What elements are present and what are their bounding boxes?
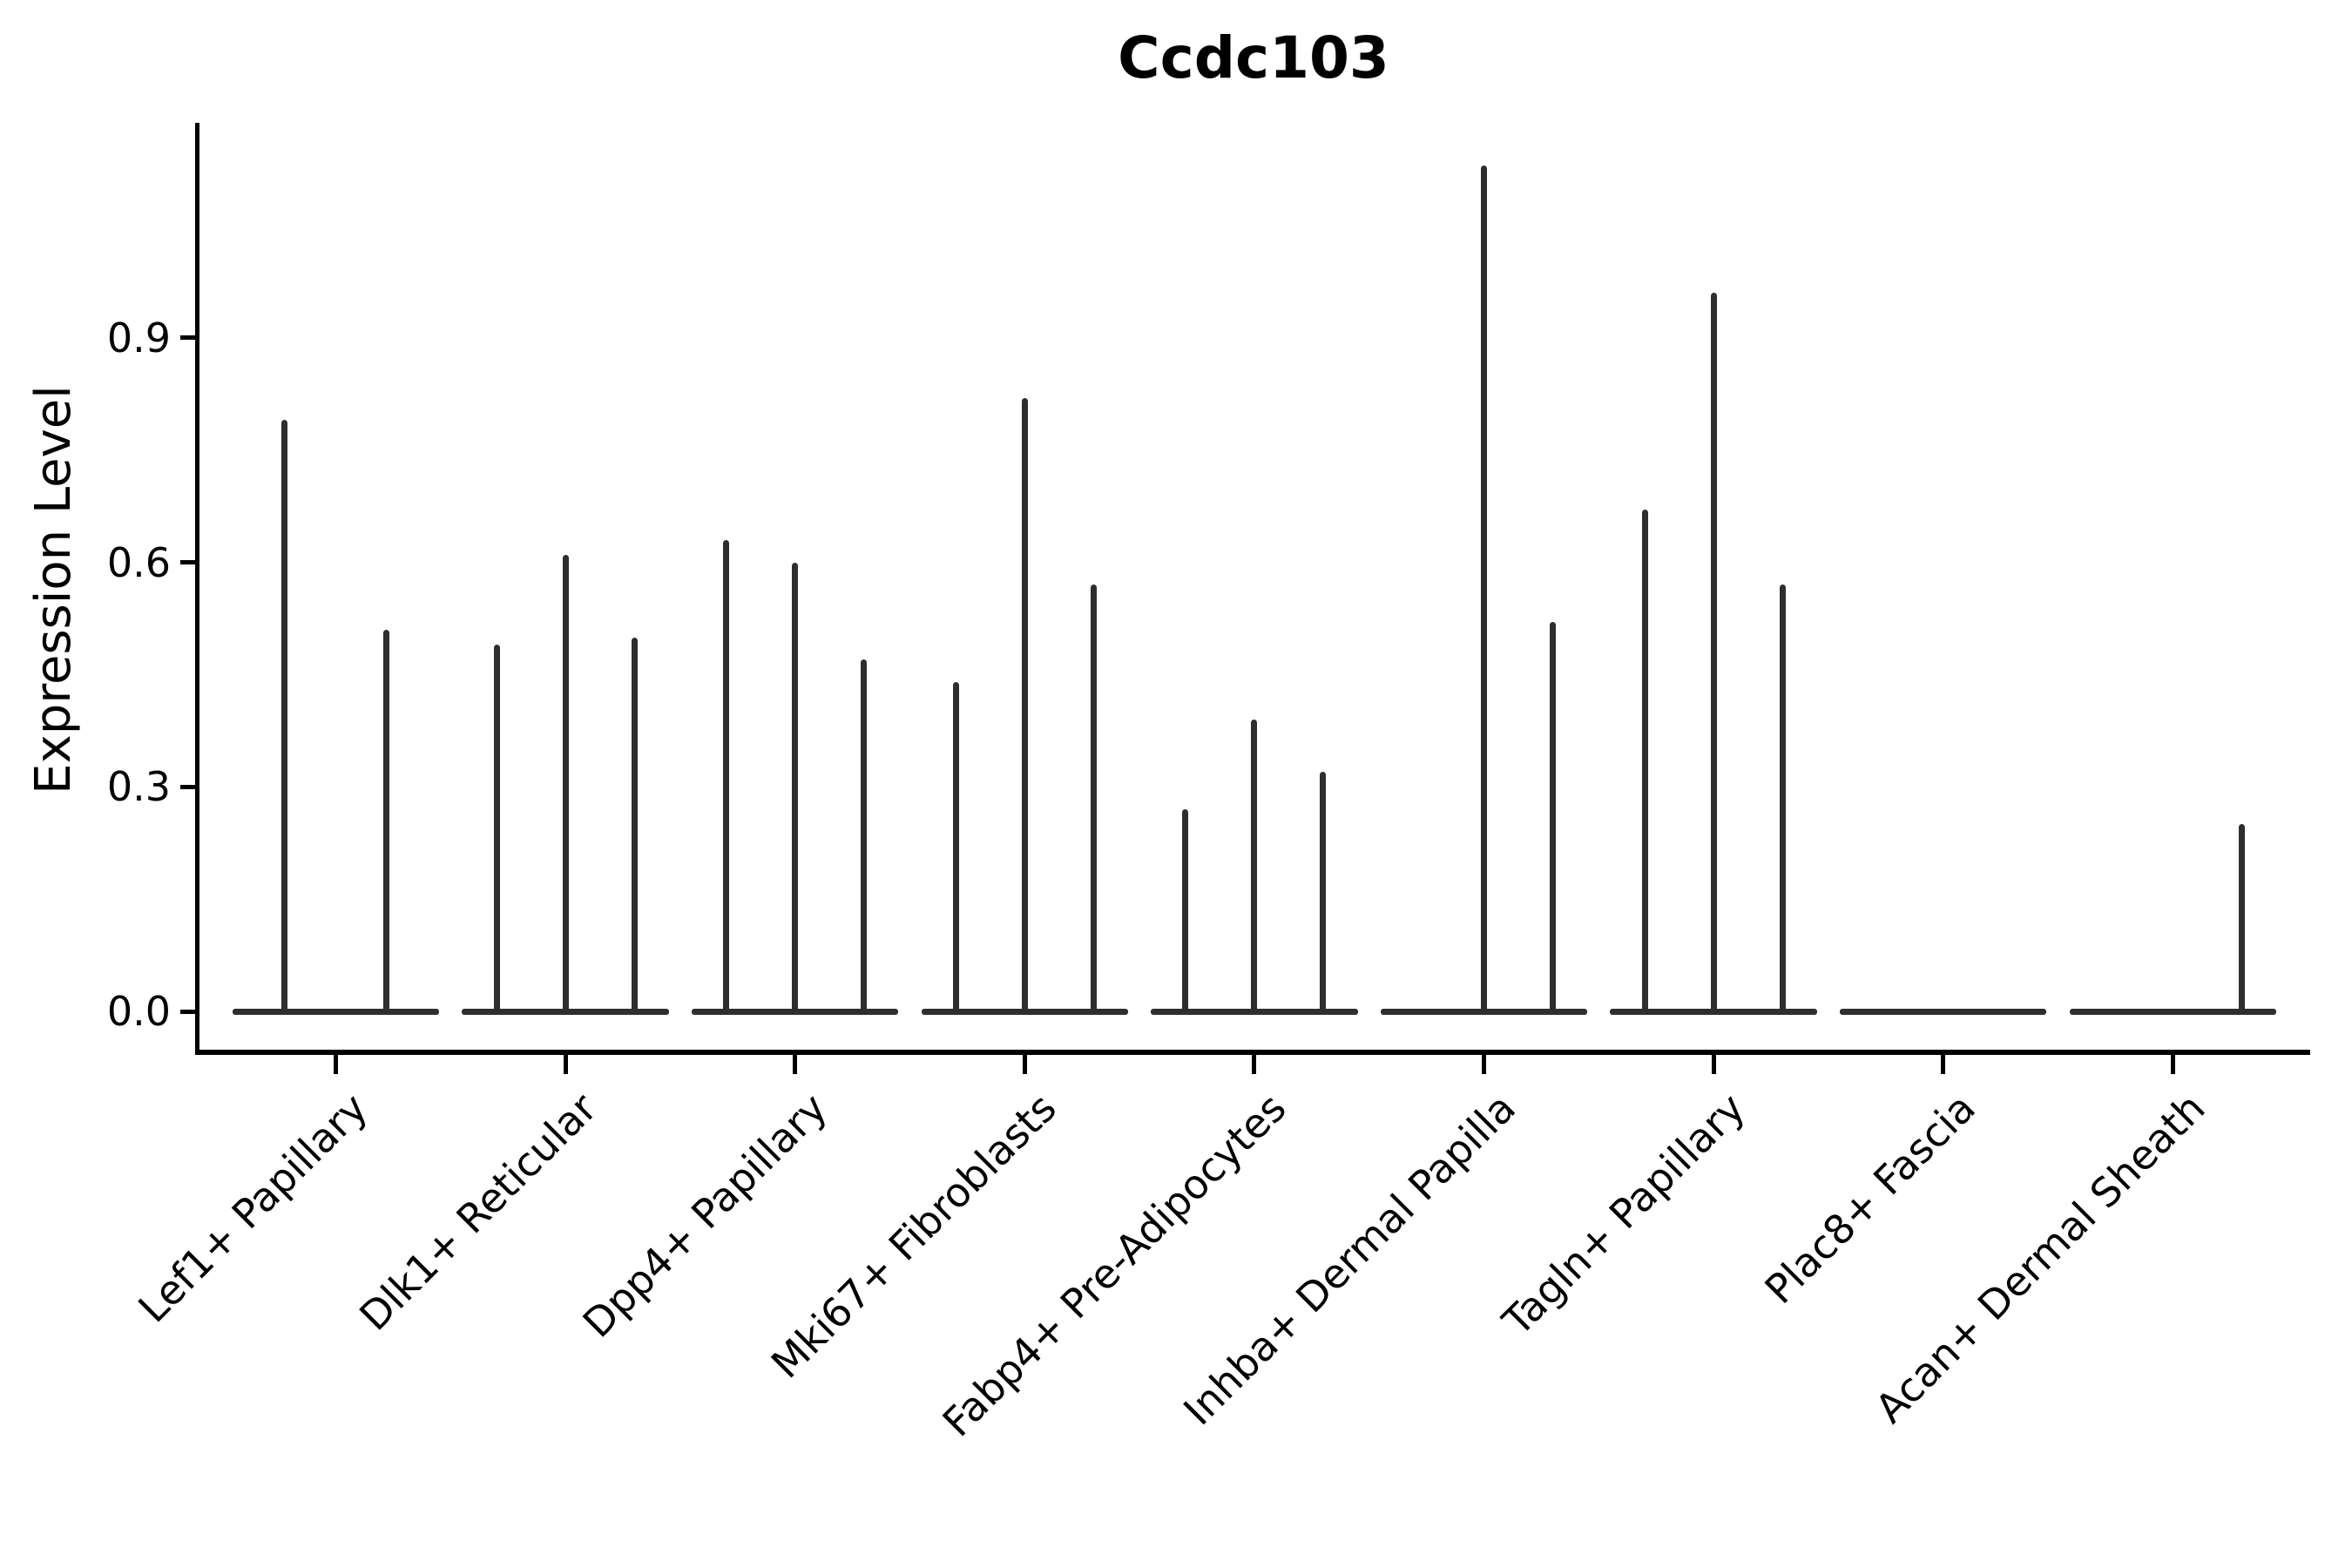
violin-spike — [792, 562, 799, 1015]
violin-spike — [631, 637, 638, 1015]
violin-spike — [1481, 166, 1487, 1015]
y-tick-mark — [180, 335, 198, 341]
y-axis-label: Expression Level — [25, 385, 82, 794]
x-tick-mark — [1482, 1055, 1486, 1074]
violin-spike — [382, 629, 389, 1015]
x-tick-mark — [1252, 1055, 1257, 1074]
violin-spike — [952, 682, 959, 1015]
violin-spike — [1021, 397, 1028, 1015]
x-tick-label: Tagln+ Papillary — [1493, 1084, 1754, 1345]
x-tick-label: Dlk1+ Reticular — [350, 1084, 606, 1340]
x-tick-mark — [1022, 1055, 1027, 1074]
violin-spike — [562, 555, 569, 1015]
violin-spike — [493, 645, 500, 1015]
y-tick-mark — [180, 784, 198, 789]
violin-spike — [2238, 824, 2245, 1015]
x-tick-mark — [2170, 1055, 2175, 1074]
x-tick-mark — [334, 1055, 338, 1074]
violin-spike — [1550, 622, 1557, 1015]
violin-spike — [1182, 809, 1189, 1015]
violin-spike — [1641, 510, 1648, 1015]
violin-spike — [723, 539, 730, 1015]
violin-spike — [1710, 293, 1717, 1015]
chart-title: Ccdc103 — [1118, 24, 1389, 91]
y-tick-label: 0.0 — [106, 988, 171, 1035]
x-tick-mark — [1941, 1055, 1946, 1074]
violin-spike — [280, 420, 287, 1015]
x-tick-mark — [1711, 1055, 1716, 1074]
y-tick-mark — [180, 560, 198, 565]
x-axis-spine — [195, 1050, 2310, 1055]
y-tick-mark — [180, 1009, 198, 1014]
violin-spike — [1251, 719, 1258, 1015]
y-tick-label: 0.3 — [106, 763, 171, 811]
x-tick-label: Lef1+ Papillary — [129, 1084, 377, 1332]
x-tick-label: Dpp4+ Papillary — [573, 1084, 836, 1347]
y-axis-spine — [195, 123, 199, 1055]
x-tick-mark — [563, 1055, 568, 1074]
violin-base — [1840, 1008, 2047, 1015]
x-tick-label: Plac8+ Fascia — [1755, 1084, 1984, 1313]
violin-spike — [1320, 772, 1327, 1015]
y-tick-label: 0.9 — [106, 314, 171, 362]
violin-base — [232, 1008, 440, 1015]
x-tick-mark — [793, 1055, 798, 1074]
violin-base — [2069, 1008, 2276, 1015]
y-tick-label: 0.6 — [106, 538, 171, 586]
violin-spike — [1090, 585, 1097, 1015]
violin-spike — [861, 659, 868, 1015]
violin-spike — [1779, 585, 1786, 1015]
